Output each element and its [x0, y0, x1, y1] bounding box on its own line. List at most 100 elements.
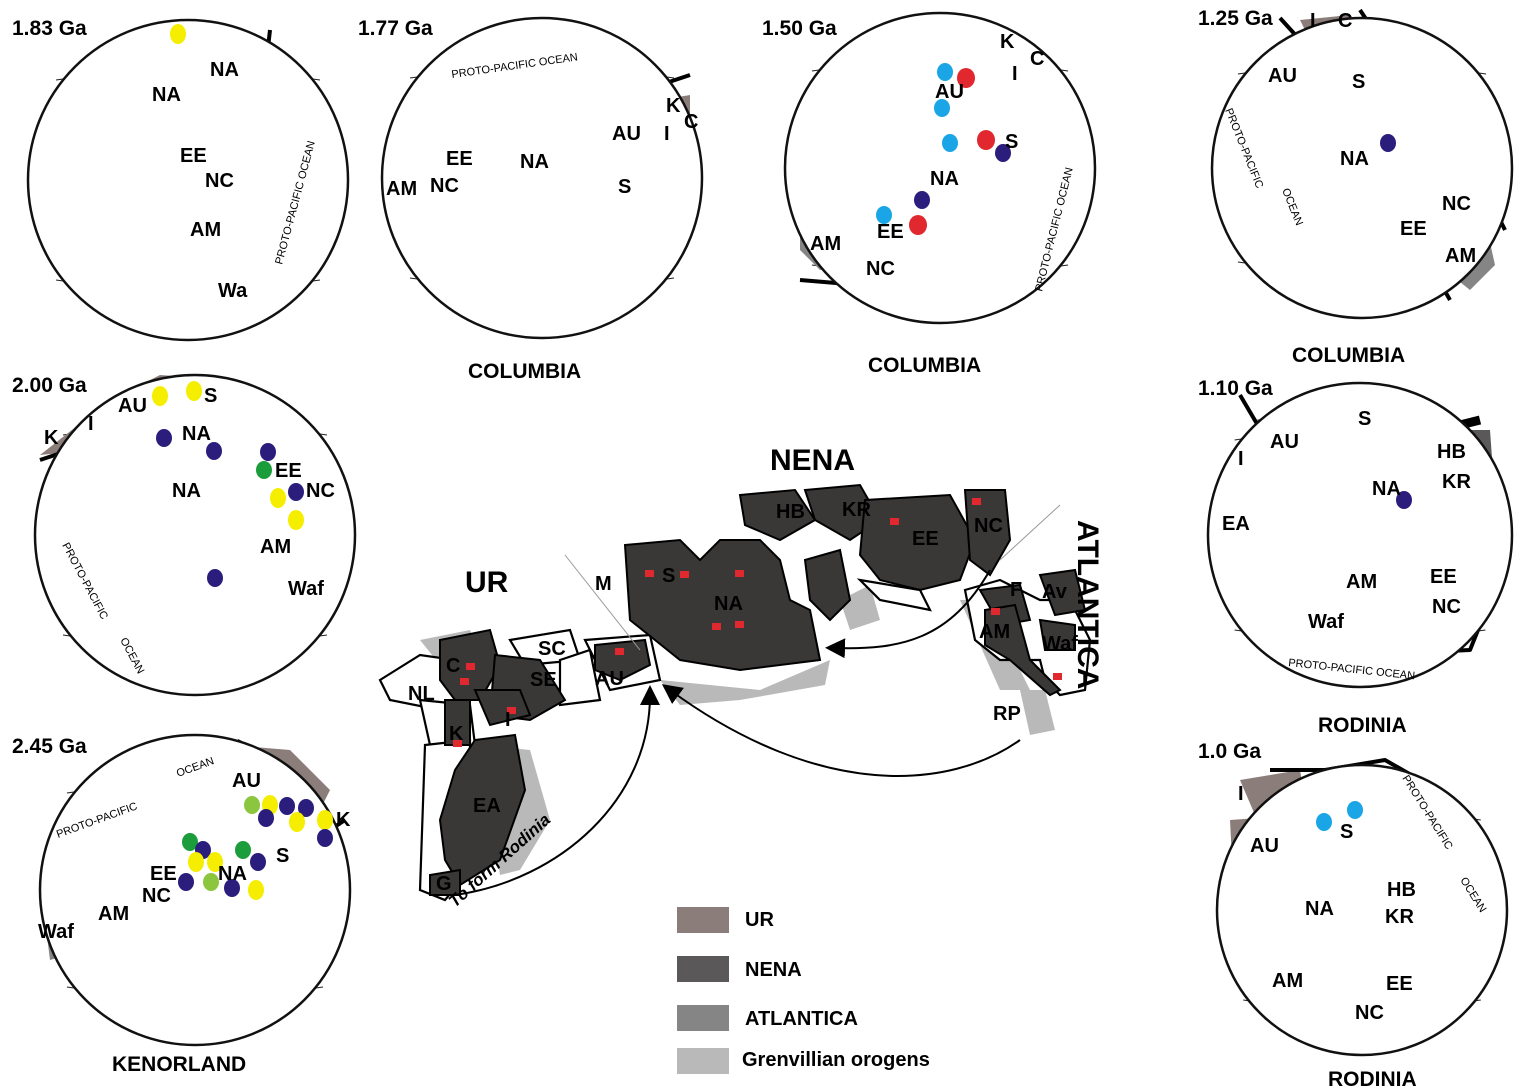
continent-label: EE — [1430, 566, 1457, 588]
continent-label: I — [1310, 10, 1316, 32]
caption-rodinia: RODINIA — [1328, 1068, 1417, 1090]
continent-label: HB — [1437, 441, 1466, 463]
continent-label: SE — [530, 669, 557, 691]
continent-label: AM — [190, 219, 221, 241]
continent-label: NA — [152, 84, 181, 106]
continent-label: Waf — [1308, 611, 1344, 633]
continent-label: EE — [912, 528, 939, 550]
legend-label: ATLANTICA — [745, 1008, 858, 1030]
continent-label: K — [1000, 31, 1015, 53]
globe-1-77-ga: 1.77 Ga NA EE AM NC AU S K I C PROTO-PAC… — [358, 16, 704, 383]
continent-label: AU — [1270, 431, 1299, 453]
continent-label: Waf — [38, 921, 74, 943]
continent-label: AU — [118, 395, 147, 417]
age-label: 1.25 Ga — [1198, 7, 1273, 30]
continent-label: NC — [142, 885, 171, 907]
globe-2-00-ga: 2.00 Ga AU S NA NA EE NC AM Waf K I PROT… — [12, 373, 357, 697]
continent-label: HB — [776, 501, 805, 523]
caption-columbia: COLUMBIA — [868, 354, 981, 377]
continent-label: NC — [866, 258, 895, 280]
continent-label: AU — [595, 668, 624, 690]
continent-label: I — [664, 123, 670, 145]
central-reconstruction: NENA UR ATLANTICA To form Rodinia S NA M… — [378, 444, 1104, 911]
continent-label: Waf — [288, 578, 324, 600]
legend-label: UR — [745, 909, 774, 931]
continent-label: C — [684, 111, 698, 133]
legend: UR NENA ATLANTICA Grenvillian orogens — [677, 907, 930, 1074]
continent-label: AM — [1445, 245, 1476, 267]
continent-label: S — [1005, 131, 1018, 153]
nena-title: NENA — [770, 444, 855, 477]
continent-label: NC — [306, 480, 335, 502]
continent-label: S — [1358, 408, 1371, 430]
continent-label: C — [1030, 48, 1044, 70]
globe-1-50-ga: 1.50 Ga AU S NA AM EE NC K I C PROTO-PAC… — [762, 11, 1097, 377]
continent-label: AU — [232, 770, 261, 792]
continent-label: NC — [1442, 193, 1471, 215]
continent-label: Av — [1042, 581, 1068, 603]
legend-label: NENA — [745, 959, 802, 981]
caption-rodinia: RODINIA — [1318, 714, 1407, 737]
continent-label: EA — [473, 795, 501, 817]
continent-label: K — [666, 95, 681, 117]
caption-kenorland: KENORLAND — [112, 1053, 246, 1076]
continent-label: NA — [520, 151, 549, 173]
ur-title: UR — [465, 566, 509, 599]
age-label: 2.45 Ga — [12, 735, 87, 758]
continent-label: NC — [430, 175, 459, 197]
continent-label: NA — [930, 168, 959, 190]
continent-label: AU — [612, 123, 641, 145]
age-label: 1.83 Ga — [12, 17, 87, 40]
continent-label: S — [1352, 71, 1365, 93]
age-label: 2.00 Ga — [12, 374, 87, 397]
globe-1-83-ga: 1.83 Ga NA NA EE NC AM Wa PROTO-PACIFIC … — [12, 17, 350, 342]
globe-1-10-ga: 1.10 Ga AU S HB KR NA EA AM EE NC Waf I … — [1198, 377, 1514, 737]
continent-label: KR — [1385, 906, 1414, 928]
continent-label: C — [1338, 10, 1352, 32]
continent-label: RP — [993, 703, 1021, 725]
continent-label: EE — [1386, 973, 1413, 995]
atlantica-title: ATLANTICA — [1071, 520, 1104, 689]
caption-columbia: COLUMBIA — [468, 360, 581, 383]
legend-swatch-grenvillian — [677, 1048, 729, 1074]
continent-label: KR — [842, 499, 871, 521]
continent-label: NC — [1355, 1002, 1384, 1024]
continent-label: HB — [1387, 879, 1416, 901]
continent-label: EE — [446, 148, 473, 170]
globe-1-25-ga: 1.25 Ga AU S NA NC EE AM I C PROTO-PACIF… — [1198, 7, 1514, 367]
continent-label: AM — [1346, 571, 1377, 593]
continent-label: C — [446, 655, 460, 677]
age-label: 1.0 Ga — [1198, 740, 1261, 763]
continent-label: KR — [1442, 471, 1471, 493]
continent-label: AM — [98, 903, 129, 925]
continent-label: EE — [1400, 218, 1427, 240]
continent-label: EE — [275, 460, 302, 482]
continent-label: NA — [218, 863, 247, 885]
continent-label: NA — [714, 593, 743, 615]
globe-1-0-ga: 1.0 Ga AU S I NA HB KR AM EE NC PROTO-PA… — [1198, 740, 1509, 1090]
continent-label: F — [1010, 579, 1022, 601]
caption-columbia: COLUMBIA — [1292, 344, 1405, 367]
continent-label: I — [1012, 63, 1018, 85]
continent-label: K — [449, 723, 464, 745]
age-label: 1.50 Ga — [762, 17, 837, 40]
continent-label: I — [88, 413, 94, 435]
continent-label: S — [662, 565, 675, 587]
continent-label: NC — [974, 515, 1003, 537]
continent-label: AM — [260, 536, 291, 558]
continent-label: K — [336, 809, 351, 831]
continent-label: NA — [1372, 478, 1401, 500]
continent-label: NA — [1305, 898, 1334, 920]
continent-label: AM — [810, 233, 841, 255]
continent-label: EE — [150, 863, 177, 885]
globe-2-45-ga: 2.45 Ga AU S K NA EE NC AM Waf PROTO-PAC… — [12, 733, 352, 1076]
continent-label: I — [1238, 783, 1244, 805]
continent-label: NL — [408, 683, 435, 705]
continent-label: S — [276, 845, 289, 867]
legend-swatch-nena — [677, 956, 729, 982]
continent-label: AU — [935, 81, 964, 103]
continent-label: EA — [1222, 513, 1250, 535]
continent-label: I — [505, 709, 511, 731]
legend-swatch-ur — [677, 907, 729, 933]
